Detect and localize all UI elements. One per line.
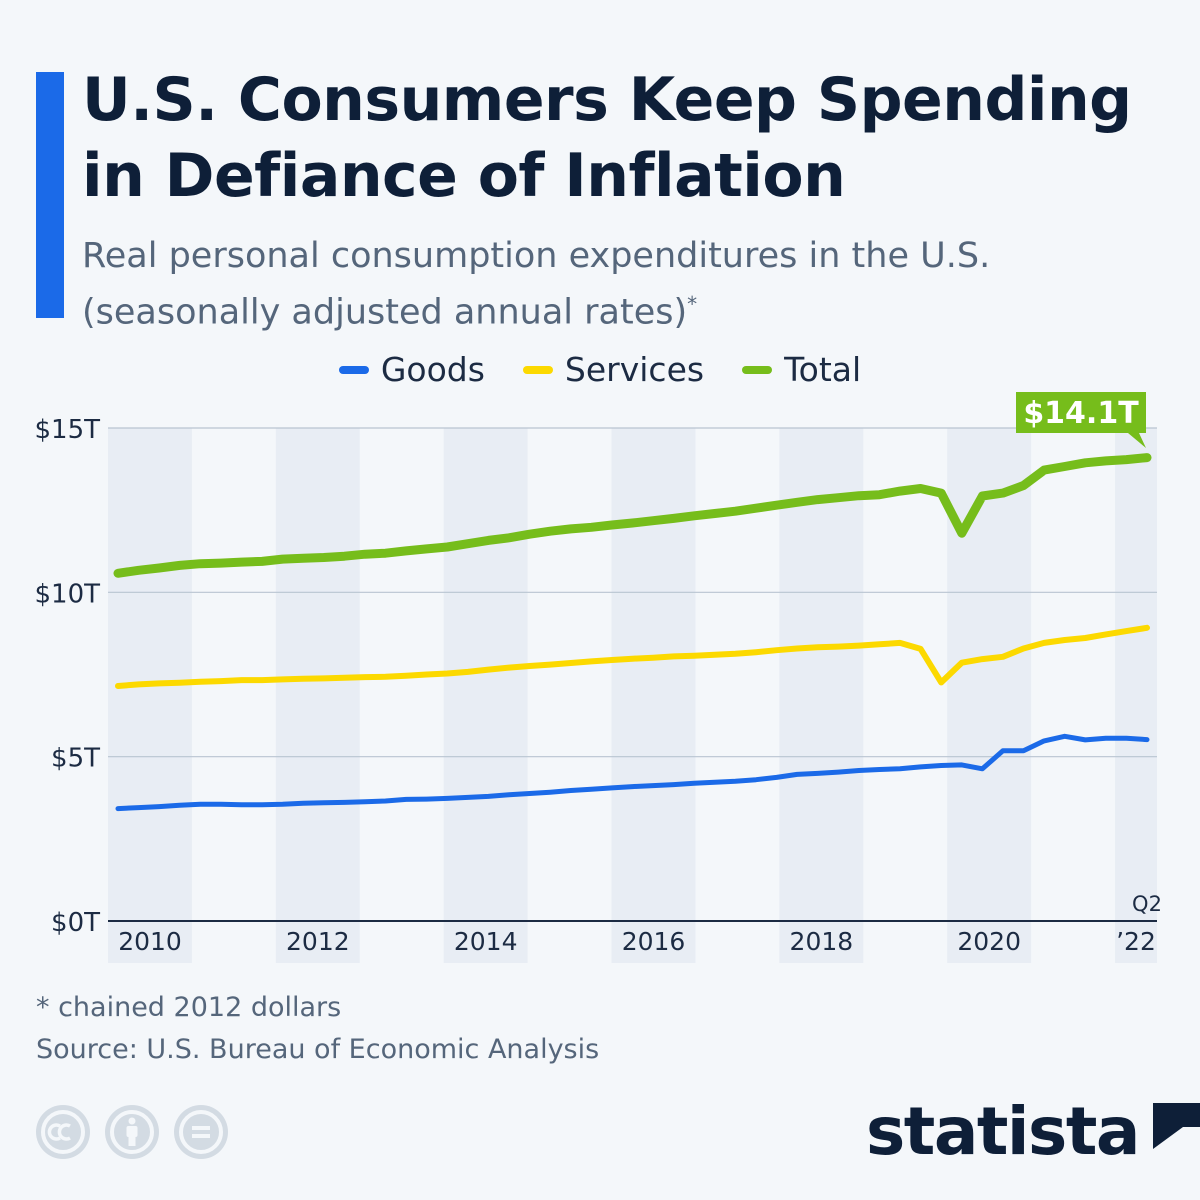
series-line-goods (115, 733, 1150, 812)
x-tick-label: 2018 (790, 927, 854, 956)
logo-wordmark: statista (866, 1093, 1140, 1170)
year-band (275, 428, 360, 963)
callout-label: $14.1T (1023, 396, 1139, 431)
legend-label-goods: Goods (380, 350, 485, 389)
y-tick-label: $15T (34, 415, 100, 445)
legend-swatch-total (742, 365, 773, 374)
no-derivatives-icon[interactable] (174, 1105, 228, 1159)
legend-swatch-goods (338, 365, 369, 374)
subtitle-text: Real personal consumption expenditures i… (82, 236, 991, 333)
legend-item-total: Total (742, 350, 861, 389)
year-band (443, 428, 528, 963)
year-band (947, 428, 1032, 963)
license-icons (36, 1105, 228, 1159)
year-band (1115, 428, 1157, 963)
year-band (108, 428, 192, 963)
series-line-services (115, 624, 1150, 689)
cc-icon[interactable] (36, 1105, 90, 1159)
y-tick-label: $0T (51, 908, 100, 938)
line-chart: $0T $5T $10T $15T 2010 2012 2014 2016 2018 2020 ’2… (34, 392, 1162, 963)
legend-label-total: Total (784, 350, 862, 389)
legend-item-services: Services (522, 350, 705, 389)
subtitle-footnote-marker: * (687, 292, 698, 316)
legend-swatch-services (522, 365, 553, 374)
chart-subtitle: Real personal consumption expenditures i… (82, 232, 1132, 337)
x-tick-label: 2016 (622, 927, 686, 956)
legend-label-services: Services (564, 350, 705, 389)
callout-box (1016, 392, 1146, 448)
x-tick-note: Q2 (1132, 892, 1162, 916)
statista-logo[interactable]: statista (866, 1096, 1200, 1168)
y-tick-label: $5T (51, 744, 100, 774)
year-band (779, 428, 864, 963)
x-tick-label: 2020 (957, 927, 1021, 956)
series-line-total (113, 453, 1152, 578)
source-note: Source: U.S. Bureau of Economic Analysis (36, 1034, 600, 1065)
x-tick-label: ’22 (1116, 927, 1156, 956)
y-tick-label: $10T (34, 579, 100, 609)
statista-mark-icon (1152, 1103, 1200, 1161)
x-tick-label: 2014 (454, 927, 518, 956)
legend-item-goods: Goods (338, 350, 485, 389)
year-band (611, 428, 696, 963)
attribution-icon[interactable] (105, 1105, 159, 1159)
chart-title: U.S. Consumers Keep Spending in Defiance… (82, 65, 1132, 211)
x-tick-label: 2012 (286, 927, 350, 956)
x-tick-label: 2010 (118, 927, 182, 956)
title-accent-bar (36, 72, 64, 318)
footnote: * chained 2012 dollars (36, 992, 342, 1023)
chart-legend: Goods Services Total (0, 350, 1200, 389)
